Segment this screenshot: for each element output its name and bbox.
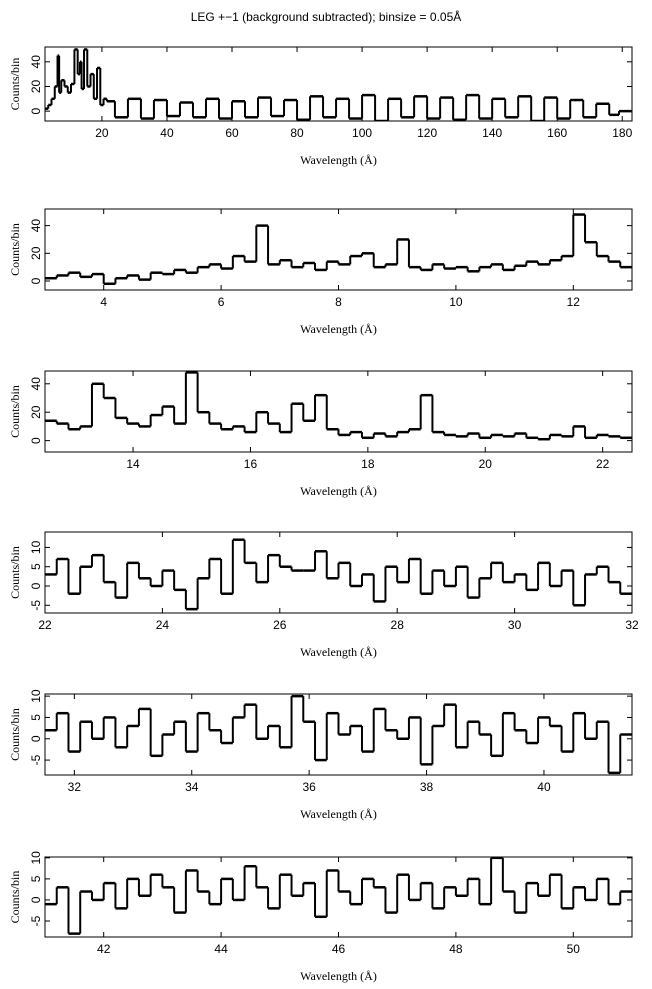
x-tick-label: 22 xyxy=(38,618,52,632)
x-tick-label: 42 xyxy=(97,942,111,956)
y-tick-label: 40 xyxy=(29,377,43,391)
x-tick-label: 32 xyxy=(625,618,639,632)
x-tick-label: 18 xyxy=(361,457,375,471)
x-tick-label: 26 xyxy=(273,618,287,632)
y-tick-label: 20 xyxy=(29,246,43,260)
plot-area xyxy=(45,371,632,441)
x-tick-label: 16 xyxy=(244,457,258,471)
x-tick-label: 40 xyxy=(537,780,551,794)
x-tick-label: 60 xyxy=(225,126,239,140)
x-tick-label: 180 xyxy=(612,126,632,140)
x-tick-label: 80 xyxy=(290,126,304,140)
x-tick-label: 40 xyxy=(160,126,174,140)
x-tick-label: 20 xyxy=(95,126,109,140)
x-tick-label: 48 xyxy=(449,942,463,956)
y-tick-label: 0 xyxy=(29,277,43,284)
plot-frame xyxy=(44,856,633,938)
plot-area xyxy=(45,857,632,935)
y-tick-label: 0 xyxy=(29,107,43,114)
y-tick-label: 0 xyxy=(29,896,43,903)
x-tick-label: 38 xyxy=(420,780,434,794)
y-axis-label: Counts/bin xyxy=(8,58,22,111)
plot-area xyxy=(45,538,632,611)
y-axis-label: Counts/bin xyxy=(8,708,22,761)
x-tick-label: 100 xyxy=(352,126,372,140)
plot-area xyxy=(45,48,632,121)
y-tick-label: 0 xyxy=(29,735,43,742)
plot-frame xyxy=(44,46,633,122)
plot-frame xyxy=(44,531,633,614)
x-axis-label: Wavelength (Å) xyxy=(300,807,377,821)
plot-frame xyxy=(44,208,633,291)
y-tick-label: 10 xyxy=(29,540,43,554)
x-tick-label: 34 xyxy=(185,780,199,794)
x-tick-label: 36 xyxy=(302,780,316,794)
y-tick-label: -5 xyxy=(29,754,43,765)
x-tick-label: 46 xyxy=(332,942,346,956)
x-tick-label: 44 xyxy=(214,942,228,956)
y-axis-label: Counts/bin xyxy=(8,385,22,438)
x-axis-label: Wavelength (Å) xyxy=(300,969,377,983)
y-tick-label: 5 xyxy=(29,714,43,721)
x-tick-label: 50 xyxy=(567,942,581,956)
x-axis-label: Wavelength (Å) xyxy=(300,645,377,659)
x-tick-label: 32 xyxy=(68,780,82,794)
x-axis-label: Wavelength (Å) xyxy=(300,153,377,167)
x-axis-label: Wavelength (Å) xyxy=(300,484,377,498)
x-tick-label: 8 xyxy=(335,295,342,309)
x-axis-label: Wavelength (Å) xyxy=(300,322,377,336)
y-axis-label: Counts/bin xyxy=(8,546,22,599)
y-tick-label: 0 xyxy=(29,582,43,589)
y-tick-label: 5 xyxy=(29,563,43,570)
y-tick-label: 10 xyxy=(29,689,43,703)
y-tick-label: -5 xyxy=(29,915,43,926)
x-tick-label: 14 xyxy=(126,457,140,471)
y-tick-label: 5 xyxy=(29,875,43,882)
x-tick-label: 10 xyxy=(449,295,463,309)
x-tick-label: 20 xyxy=(479,457,493,471)
y-tick-label: 40 xyxy=(29,219,43,233)
x-tick-label: 30 xyxy=(508,618,522,632)
y-tick-label: 0 xyxy=(29,437,43,444)
x-tick-label: 140 xyxy=(482,126,502,140)
x-tick-label: 28 xyxy=(391,618,405,632)
x-tick-label: 24 xyxy=(156,618,170,632)
plot-frame xyxy=(44,693,633,776)
x-tick-label: 12 xyxy=(567,295,581,309)
x-tick-label: 120 xyxy=(417,126,437,140)
y-axis-label: Counts/bin xyxy=(8,223,22,276)
plot-frame xyxy=(44,370,633,453)
x-tick-label: 4 xyxy=(100,295,107,309)
y-tick-label: 20 xyxy=(29,405,43,419)
y-tick-label: 10 xyxy=(29,851,43,865)
y-tick-label: 40 xyxy=(29,55,43,69)
plot-area xyxy=(45,213,632,286)
plot-area xyxy=(45,694,632,775)
x-tick-label: 6 xyxy=(218,295,225,309)
x-tick-label: 160 xyxy=(547,126,567,140)
y-tick-label: -5 xyxy=(29,600,43,611)
y-axis-label: Counts/bin xyxy=(8,871,22,924)
y-tick-label: 20 xyxy=(29,79,43,93)
figure-title: LEG +−1 (background subtracted); binsize… xyxy=(191,9,462,24)
x-tick-label: 22 xyxy=(596,457,610,471)
